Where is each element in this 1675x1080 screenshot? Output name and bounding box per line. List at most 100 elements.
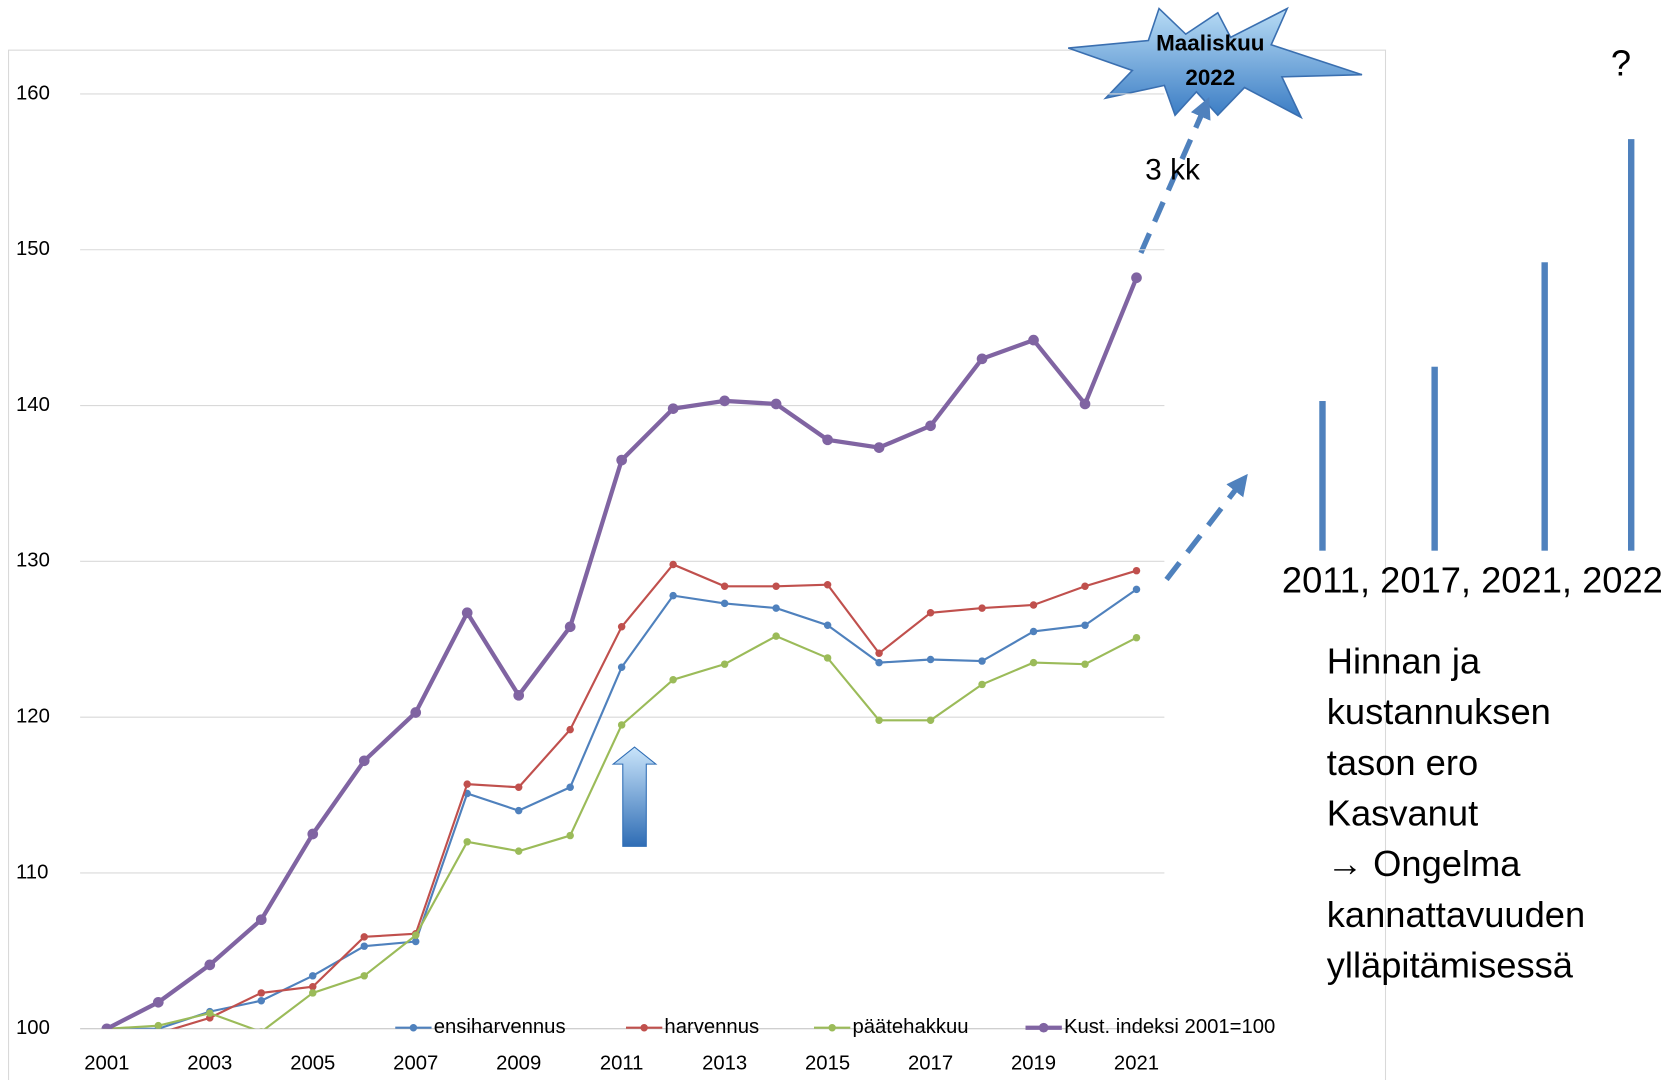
data-point bbox=[309, 982, 317, 991]
data-point bbox=[875, 658, 883, 667]
data-point bbox=[360, 942, 368, 950]
data-point bbox=[617, 663, 626, 672]
legend-label: harvennus bbox=[664, 1016, 759, 1038]
data-point bbox=[978, 680, 986, 689]
data-point bbox=[926, 716, 935, 725]
data-point bbox=[255, 914, 267, 926]
data-point bbox=[1028, 334, 1039, 346]
data-point bbox=[720, 660, 729, 668]
bar bbox=[1541, 262, 1548, 551]
data-point bbox=[154, 1021, 163, 1029]
data-point bbox=[822, 434, 833, 446]
data-point bbox=[206, 1009, 214, 1017]
data-point bbox=[1131, 272, 1142, 284]
x-tick-label: 2017 bbox=[908, 1052, 953, 1074]
data-point bbox=[772, 604, 780, 612]
data-point bbox=[152, 996, 164, 1008]
y-tick-label: 110 bbox=[16, 861, 48, 883]
data-point bbox=[719, 395, 730, 407]
legend-label: ensiharvennus bbox=[434, 1016, 566, 1038]
data-point bbox=[976, 353, 988, 365]
data-point bbox=[617, 623, 626, 631]
x-tick-label: 2005 bbox=[290, 1052, 335, 1074]
data-point bbox=[823, 654, 832, 662]
data-point bbox=[1029, 658, 1038, 667]
y-tick-label: 150 bbox=[16, 238, 50, 260]
data-point bbox=[823, 621, 832, 629]
legend-swatch bbox=[828, 1023, 836, 1032]
x-tick-label: 2007 bbox=[393, 1052, 438, 1074]
data-point bbox=[616, 454, 628, 466]
plot-lines bbox=[101, 272, 1142, 1029]
data-point bbox=[358, 755, 370, 767]
data-point bbox=[309, 989, 317, 997]
series-line bbox=[106, 634, 1137, 1029]
data-point bbox=[410, 707, 422, 718]
x-tick-label: 2009 bbox=[496, 1052, 541, 1074]
data-point bbox=[461, 607, 473, 619]
data-point bbox=[1132, 633, 1141, 642]
x-tick-label: 2013 bbox=[702, 1052, 747, 1074]
data-point bbox=[360, 972, 368, 980]
data-point bbox=[204, 959, 216, 971]
data-point bbox=[1132, 566, 1141, 575]
data-point bbox=[617, 721, 626, 729]
data-point bbox=[875, 649, 883, 658]
bar-label: 2011, 2017, 2021, 2022 bbox=[1282, 559, 1663, 600]
data-point bbox=[875, 716, 883, 725]
data-point bbox=[513, 690, 525, 701]
data-point bbox=[257, 989, 266, 997]
note-line: tason ero bbox=[1327, 742, 1478, 783]
x-tick-label: 2001 bbox=[84, 1052, 129, 1074]
data-point bbox=[667, 403, 679, 414]
data-point bbox=[514, 783, 523, 792]
dashed-arrow bbox=[1138, 96, 1211, 254]
burst-label: Maaliskuu bbox=[1156, 31, 1264, 56]
data-point bbox=[669, 560, 677, 569]
x-tick-label: 2019 bbox=[1011, 1052, 1056, 1074]
data-point bbox=[514, 806, 523, 815]
y-tick-label: 120 bbox=[16, 706, 50, 728]
data-point bbox=[257, 996, 266, 1005]
data-point bbox=[1079, 398, 1091, 410]
data-point bbox=[309, 972, 317, 980]
data-point bbox=[720, 582, 729, 591]
data-point bbox=[978, 657, 986, 665]
bar bbox=[1431, 366, 1438, 551]
y-tick-label: 160 bbox=[16, 82, 50, 104]
legend-swatch bbox=[640, 1023, 648, 1032]
note-line: Hinnan ja bbox=[1327, 640, 1481, 681]
data-point bbox=[259, 1028, 264, 1029]
data-point bbox=[772, 632, 780, 640]
plot-frame bbox=[8, 49, 1387, 1080]
note-line: Kasvanut bbox=[1327, 792, 1478, 833]
data-point bbox=[770, 398, 782, 410]
note-line: kannattavuuden bbox=[1327, 894, 1585, 935]
data-point bbox=[1029, 601, 1038, 609]
data-point bbox=[978, 604, 986, 612]
data-point bbox=[101, 1023, 113, 1029]
x-tick-label: 2021 bbox=[1114, 1052, 1159, 1074]
dashed-arrow bbox=[1164, 473, 1248, 582]
series-line bbox=[106, 588, 1138, 1029]
data-point bbox=[926, 655, 935, 664]
data-point bbox=[566, 725, 574, 734]
legend-swatch bbox=[1038, 1022, 1049, 1033]
data-point bbox=[926, 609, 935, 617]
note-line: kustannuksen bbox=[1327, 691, 1551, 732]
data-point bbox=[564, 621, 576, 633]
data-point bbox=[411, 937, 420, 946]
x-tick-label: 2011 bbox=[600, 1052, 644, 1074]
data-point bbox=[566, 783, 574, 792]
data-point bbox=[566, 831, 574, 840]
data-point bbox=[925, 420, 936, 432]
burst bbox=[1067, 6, 1363, 120]
data-point bbox=[514, 847, 523, 855]
question: ? bbox=[1611, 43, 1631, 84]
data-point bbox=[1132, 585, 1141, 594]
data-point bbox=[1081, 621, 1089, 629]
data-point bbox=[669, 676, 677, 684]
data-point bbox=[772, 582, 780, 591]
legend-label: Kust. indeksi 2001=100 bbox=[1064, 1016, 1275, 1038]
